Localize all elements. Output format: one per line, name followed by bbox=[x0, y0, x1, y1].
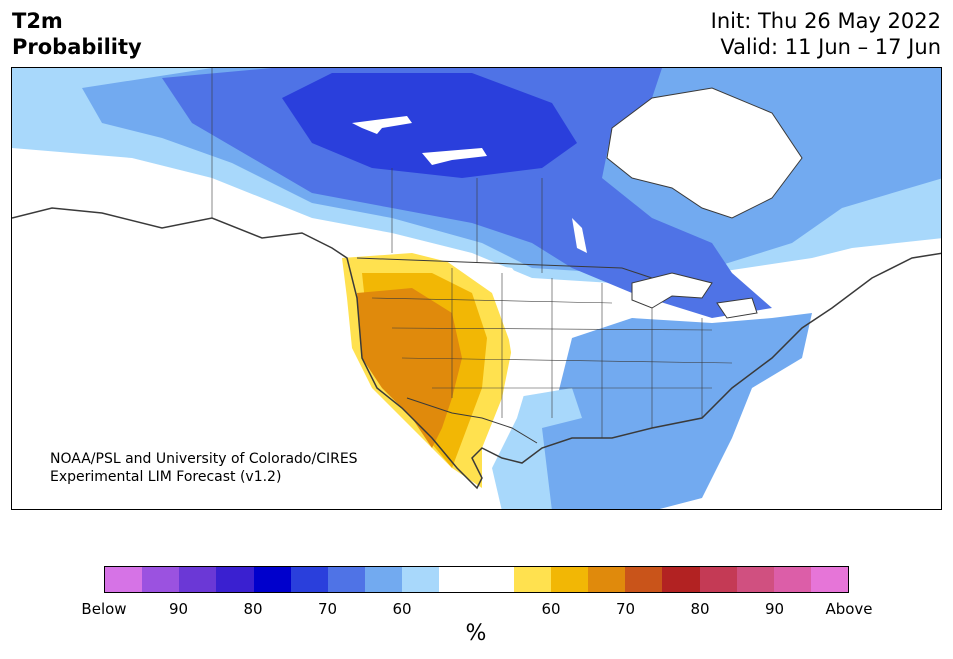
colorbar-tick-label: 70 bbox=[615, 600, 636, 618]
hudson-bay bbox=[606, 87, 803, 219]
colorbar-segment bbox=[365, 567, 403, 592]
forecast-map bbox=[12, 68, 941, 509]
colorbar-segment bbox=[699, 567, 737, 592]
great-bear-lake bbox=[352, 116, 412, 134]
colorbar-tick-label: 70 bbox=[317, 600, 338, 618]
lake-winnipeg bbox=[572, 218, 587, 253]
colorbar-tick-label: 80 bbox=[690, 600, 710, 618]
credit-text: NOAA/PSL and University of Colorado/CIRE… bbox=[50, 450, 358, 486]
credit-line-1: NOAA/PSL and University of Colorado/CIRE… bbox=[50, 451, 358, 467]
colorbar-segment bbox=[513, 567, 551, 592]
prob-region-below-60-south bbox=[542, 418, 641, 509]
colorbar-segment bbox=[253, 567, 291, 592]
great-lakes bbox=[631, 272, 758, 319]
colorbar-segment bbox=[662, 567, 700, 592]
valid-range: Valid: 11 Jun – 17 Jun bbox=[720, 35, 941, 59]
colorbar-tick-label: 60 bbox=[541, 600, 561, 618]
colorbar-unit: % bbox=[465, 621, 487, 646]
colorbar-tick-label: Below bbox=[81, 600, 127, 618]
title-variable: T2m bbox=[12, 9, 63, 33]
colorbar-tick-label: 90 bbox=[764, 600, 785, 618]
colorbar-segment bbox=[327, 567, 366, 592]
colorbar bbox=[104, 566, 849, 593]
us-canada-border bbox=[356, 257, 653, 279]
forecast-dates: Init: Thu 26 May 2022 Valid: 11 Jun – 17… bbox=[711, 8, 941, 60]
title-probability: Probability bbox=[12, 35, 142, 59]
colorbar-tick-label: 60 bbox=[392, 600, 412, 618]
init-date: Init: Thu 26 May 2022 bbox=[710, 9, 941, 33]
coastline bbox=[12, 207, 941, 490]
colorbar-segment bbox=[550, 567, 589, 592]
colorbar-segment bbox=[179, 567, 217, 592]
chart-title: T2m Probability bbox=[12, 8, 142, 60]
colorbar-segment bbox=[476, 567, 514, 592]
colorbar-segment bbox=[402, 567, 440, 592]
colorbar-tick-label: Above bbox=[825, 600, 873, 618]
colorbar-segment bbox=[588, 567, 626, 592]
us-mexico-border bbox=[406, 397, 538, 444]
colorbar-segment bbox=[142, 567, 180, 592]
colorbar-segment bbox=[439, 567, 477, 592]
great-slave-lake bbox=[422, 148, 487, 165]
prob-region-below-80 bbox=[282, 73, 577, 178]
colorbar-segment bbox=[810, 567, 849, 592]
colorbar-segment bbox=[736, 567, 774, 592]
colorbar-segment bbox=[216, 567, 254, 592]
colorbar-segment bbox=[105, 567, 143, 592]
prob-region-near-normal bbox=[442, 258, 542, 468]
colorbar-segment bbox=[290, 567, 328, 592]
colorbar-tick-label: 90 bbox=[168, 600, 189, 618]
colorbar-segment bbox=[625, 567, 663, 592]
colorbar-segment bbox=[773, 567, 811, 592]
prob-region-below-60-east bbox=[552, 313, 812, 509]
colorbar-tick-label: 80 bbox=[243, 600, 263, 618]
map-panel: NOAA/PSL and University of Colorado/CIRE… bbox=[11, 67, 942, 510]
credit-line-2: Experimental LIM Forecast (v1.2) bbox=[50, 469, 282, 485]
state-borders bbox=[211, 68, 733, 438]
